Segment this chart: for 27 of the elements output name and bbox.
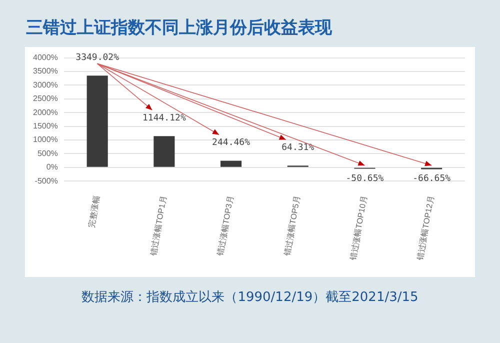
y-tick-label: 2000% — [32, 108, 58, 117]
x-tick-label: 错过涨幅TOP3月 — [216, 195, 236, 258]
bar — [154, 136, 175, 167]
chart-title: 三错过上证指数不同上涨月份后收益表现 — [26, 17, 332, 39]
y-tick-label: -500% — [34, 176, 58, 186]
x-tick-label: 错过涨幅TOP5月 — [282, 195, 302, 258]
data-label: 3349.02% — [76, 52, 120, 63]
bar — [220, 160, 242, 167]
x-tick-label: 错过涨幅TOP12月 — [415, 195, 436, 262]
x-tick-label: 完整涨幅 — [87, 195, 102, 228]
data-label: 1144.12% — [142, 113, 186, 124]
data-label: -66.65% — [412, 174, 452, 184]
y-tick-label: 0% — [46, 162, 58, 172]
y-tick-label: 4000% — [32, 53, 58, 62]
y-tick-label: 500% — [37, 148, 58, 158]
x-tick-label: 错过涨幅TOP10月 — [348, 195, 369, 262]
y-tick-label: 2500% — [32, 94, 58, 104]
bar — [86, 76, 108, 167]
y-tick-label: 1500% — [32, 122, 58, 131]
data-label: 244.46% — [212, 138, 251, 148]
source-note: 数据来源：指数成立以来（1990/12/19）截至2021/3/15 — [80, 289, 420, 306]
y-tick-label: 3000% — [32, 80, 58, 90]
y-tick-label: 3500% — [32, 66, 58, 76]
y-tick-label: 1000% — [32, 135, 58, 144]
data-label: -50.65% — [346, 174, 384, 184]
x-tick-label: 错过涨幅TOP1月 — [148, 195, 168, 258]
data-label: 64.31% — [282, 143, 315, 154]
